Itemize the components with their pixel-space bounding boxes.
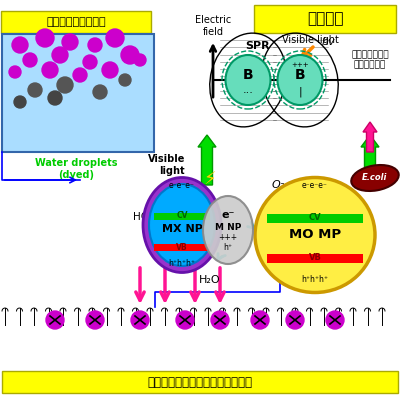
Circle shape — [12, 37, 28, 53]
Text: H₂O: H₂O — [199, 275, 221, 285]
Ellipse shape — [226, 55, 270, 105]
Text: HO·: HO· — [133, 212, 152, 222]
Text: Visible
light: Visible light — [148, 154, 185, 176]
Text: ...: ... — [242, 85, 254, 95]
Text: B: B — [243, 68, 253, 82]
FancyBboxPatch shape — [267, 214, 363, 223]
Circle shape — [134, 54, 146, 66]
Text: VB: VB — [308, 254, 322, 262]
Circle shape — [52, 47, 68, 63]
Text: +++: +++ — [218, 234, 238, 242]
Circle shape — [42, 62, 58, 78]
Text: Visible light: Visible light — [282, 35, 338, 45]
Text: ·O₂⁻: ·O₂⁻ — [262, 200, 280, 210]
Ellipse shape — [278, 55, 322, 105]
Circle shape — [251, 311, 269, 329]
Text: 多功能性质的高分子纳米复合材料: 多功能性质的高分子纳米复合材料 — [148, 376, 252, 388]
Text: 抗菌机理: 抗菌机理 — [307, 12, 343, 26]
Text: CV: CV — [309, 214, 321, 222]
FancyBboxPatch shape — [2, 34, 154, 152]
FancyBboxPatch shape — [154, 244, 210, 251]
Circle shape — [36, 29, 54, 47]
Text: Water droplets
(dyed): Water droplets (dyed) — [35, 158, 117, 180]
Circle shape — [14, 96, 26, 108]
Text: MX NP: MX NP — [162, 224, 202, 234]
Text: e⁻e⁻e⁻: e⁻e⁻e⁻ — [302, 180, 328, 190]
Text: hv: hv — [322, 37, 336, 47]
Text: 细菌因表面脱水
和氧化而死亡: 细菌因表面脱水 和氧化而死亡 — [351, 50, 389, 70]
Text: e⁻: e⁻ — [221, 210, 235, 220]
FancyArrow shape — [363, 122, 377, 152]
Text: +++: +++ — [291, 62, 309, 68]
Ellipse shape — [203, 196, 253, 264]
Text: E.coli: E.coli — [362, 174, 388, 182]
Text: B: B — [295, 68, 305, 82]
Circle shape — [176, 311, 194, 329]
Circle shape — [9, 66, 21, 78]
Text: h⁺h⁺h⁺: h⁺h⁺h⁺ — [302, 276, 328, 284]
Circle shape — [286, 311, 304, 329]
FancyBboxPatch shape — [2, 371, 398, 393]
FancyArrow shape — [366, 179, 376, 188]
Circle shape — [46, 311, 64, 329]
Circle shape — [326, 311, 344, 329]
Circle shape — [88, 38, 102, 52]
FancyBboxPatch shape — [1, 11, 151, 33]
FancyArrow shape — [361, 135, 379, 185]
Ellipse shape — [149, 184, 215, 266]
Circle shape — [83, 55, 97, 69]
Text: h⁺h⁺h⁺: h⁺h⁺h⁺ — [168, 258, 196, 268]
Circle shape — [121, 46, 139, 64]
Circle shape — [73, 68, 87, 82]
Circle shape — [28, 83, 42, 97]
FancyBboxPatch shape — [254, 5, 396, 33]
Text: MO MP: MO MP — [289, 228, 341, 242]
Text: e⁻e⁻e⁻: e⁻e⁻e⁻ — [169, 180, 195, 190]
Text: SPR: SPR — [246, 41, 270, 51]
FancyArrow shape — [198, 135, 216, 185]
Circle shape — [23, 53, 37, 67]
Circle shape — [211, 311, 229, 329]
Ellipse shape — [255, 178, 375, 292]
Circle shape — [62, 34, 78, 50]
Circle shape — [106, 29, 124, 47]
Text: 超疏水及自清洁功能: 超疏水及自清洁功能 — [46, 17, 106, 27]
Text: O₂: O₂ — [271, 180, 285, 190]
Text: Electric
field: Electric field — [195, 15, 231, 37]
Text: VB: VB — [176, 242, 188, 252]
Circle shape — [102, 62, 118, 78]
Circle shape — [93, 85, 107, 99]
Circle shape — [57, 77, 73, 93]
FancyBboxPatch shape — [267, 254, 363, 263]
Text: M NP: M NP — [215, 222, 241, 232]
Circle shape — [131, 311, 149, 329]
Ellipse shape — [143, 178, 221, 272]
Text: CV: CV — [176, 212, 188, 220]
FancyBboxPatch shape — [154, 213, 210, 220]
Text: h⁺: h⁺ — [224, 244, 232, 252]
Circle shape — [86, 311, 104, 329]
Text: ⚡: ⚡ — [204, 171, 216, 189]
Ellipse shape — [351, 165, 399, 191]
Text: |: | — [298, 87, 302, 97]
Circle shape — [48, 91, 62, 105]
Circle shape — [119, 74, 131, 86]
